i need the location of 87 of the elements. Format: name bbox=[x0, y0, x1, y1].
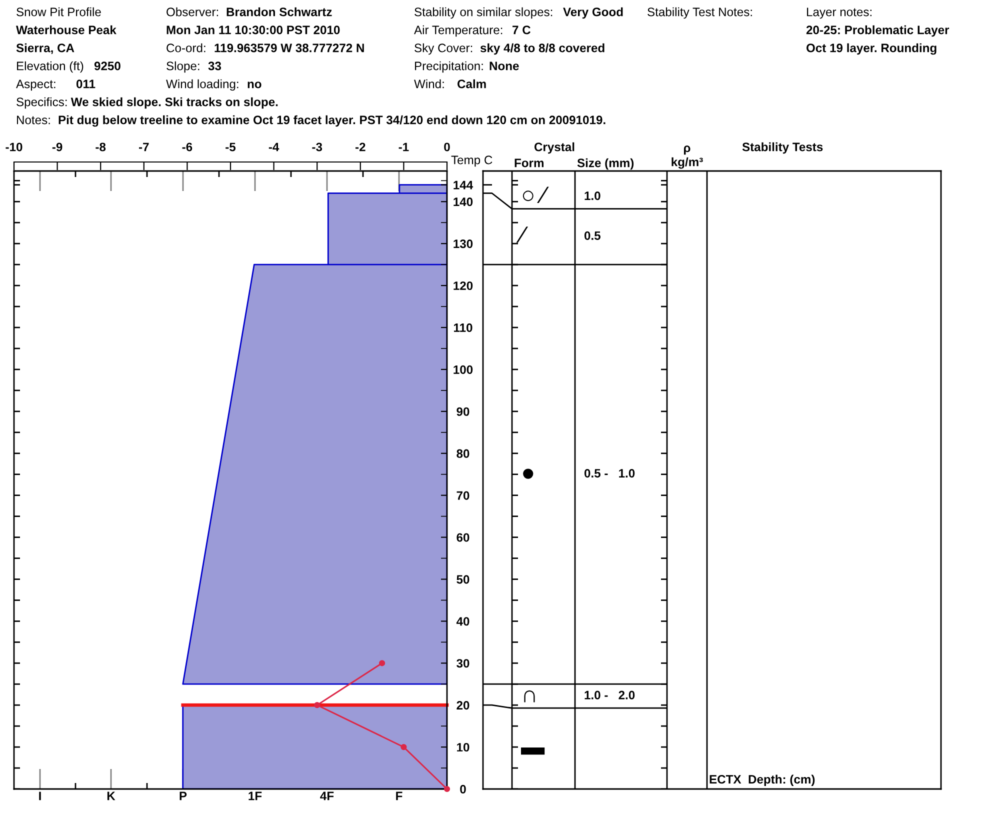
text: Sierra, CA bbox=[16, 43, 74, 54]
text: F bbox=[396, 792, 402, 800]
x2-tick-label: -5 bbox=[226, 142, 236, 152]
text: Aspect: bbox=[16, 80, 56, 91]
text: Precipitation: bbox=[414, 61, 483, 73]
text: 119.963579 W 38.777272 N bbox=[214, 44, 364, 52]
text: Stability on similar slopes: bbox=[414, 7, 552, 19]
y-tick-label: 100 bbox=[454, 365, 473, 374]
x2-tick-label: -9 bbox=[52, 142, 62, 152]
text: Oct 19 layer. Rounding bbox=[806, 43, 936, 55]
category-label: Size (mm) bbox=[577, 158, 634, 170]
category-label: Stability Tests bbox=[742, 142, 823, 154]
y-tick-label: 30 bbox=[456, 659, 470, 668]
text: Wind loading: bbox=[166, 79, 238, 91]
x2-tick-label: 0 bbox=[444, 142, 450, 152]
y-tick-label: 70 bbox=[456, 491, 470, 500]
text: 0.5 - 1.0 bbox=[584, 469, 635, 478]
point bbox=[378, 660, 386, 666]
text: ⁄ bbox=[516, 226, 528, 243]
text: Observer: bbox=[166, 7, 218, 16]
point bbox=[444, 786, 450, 792]
text: Brandon Schwartz bbox=[226, 7, 332, 16]
y-tick-label: 0 bbox=[460, 784, 466, 794]
y-tick-label: 10 bbox=[457, 742, 470, 752]
text: Elevation (ft) bbox=[16, 61, 84, 73]
text: I bbox=[39, 792, 41, 800]
x2-tick-label: -1 bbox=[398, 142, 409, 152]
text: 7 C bbox=[512, 26, 530, 34]
text: ▬ bbox=[521, 748, 545, 755]
text: P bbox=[180, 792, 187, 800]
text: 0.5 bbox=[584, 231, 600, 240]
y-tick-label: 80 bbox=[456, 449, 470, 458]
text: 4F bbox=[320, 792, 334, 800]
y-tick-label: 120 bbox=[454, 281, 473, 290]
x2-tick-label: -8 bbox=[96, 142, 106, 152]
y-tick-label: 130 bbox=[454, 240, 473, 248]
y-tick-label: 110 bbox=[454, 323, 472, 332]
text: Air Temperature: bbox=[414, 25, 502, 37]
point bbox=[314, 702, 320, 708]
y-tick-label: 50 bbox=[456, 575, 470, 584]
text: Notes: bbox=[16, 116, 50, 124]
x2-tick-label: -7 bbox=[138, 142, 149, 152]
text: Snow Pit Profile bbox=[16, 7, 101, 16]
text: 1F bbox=[248, 792, 262, 800]
x2-tick-label: -3 bbox=[312, 142, 322, 152]
text: no bbox=[248, 82, 262, 88]
text: Co-ord: bbox=[166, 43, 206, 52]
text: 20-25: Problematic Layer bbox=[806, 25, 950, 37]
text: Wind: bbox=[414, 79, 444, 88]
x2-tick-label: -6 bbox=[182, 142, 192, 152]
text: We skied slope. Ski tracks on slope. bbox=[70, 97, 278, 109]
text: Sky Cover: bbox=[414, 43, 472, 55]
text: sky 4/8 to 8/8 covered bbox=[480, 43, 604, 55]
x2-tick-label: -10 bbox=[6, 142, 22, 152]
text: 1.0 bbox=[584, 192, 600, 200]
text: Crystal bbox=[534, 142, 574, 154]
x2-tick-label: -4 bbox=[268, 142, 280, 152]
text: ECTX Depth: (cm) bbox=[710, 774, 815, 786]
text: 9250 bbox=[94, 62, 120, 70]
y-tick-label: 90 bbox=[456, 407, 470, 416]
text: Specifics: bbox=[16, 97, 67, 109]
text: 011 bbox=[76, 80, 96, 88]
text: Pit dug below treeline to examine Oct 19 facet layer. PST 34/120 end down 120 cm on 20091019. bbox=[58, 115, 606, 127]
text: K bbox=[107, 792, 116, 800]
y-tick-label: 144 bbox=[454, 180, 474, 190]
point bbox=[400, 744, 407, 750]
text: Stability Test Notes: bbox=[648, 7, 752, 19]
y-tick-label: 60 bbox=[456, 533, 470, 542]
x2-tick-label: -2 bbox=[355, 142, 366, 152]
text: Mon Jan 11 10:30:00 PST 2010 bbox=[166, 26, 340, 34]
text: None bbox=[490, 62, 519, 70]
text: ● bbox=[523, 468, 534, 479]
y-tick-label: 140 bbox=[454, 198, 473, 206]
category-label: Form bbox=[514, 158, 544, 168]
text: Very Good bbox=[563, 7, 623, 19]
category-label: ρ kg/m³ bbox=[672, 146, 703, 169]
text: Waterhouse Peak bbox=[16, 25, 116, 34]
text: Calm bbox=[457, 79, 486, 88]
y-tick-label: 20 bbox=[456, 701, 470, 710]
text: Layer notes: bbox=[806, 8, 872, 19]
text: Slope: bbox=[166, 61, 200, 73]
text: 33 bbox=[208, 62, 222, 70]
text: ∩ bbox=[524, 690, 535, 702]
text: ○ ⁄ bbox=[522, 186, 549, 203]
x2-axis-title: Temp C bbox=[451, 156, 492, 167]
y-tick-label: 40 bbox=[456, 617, 470, 626]
text: 1.0 - 2.0 bbox=[584, 690, 635, 700]
